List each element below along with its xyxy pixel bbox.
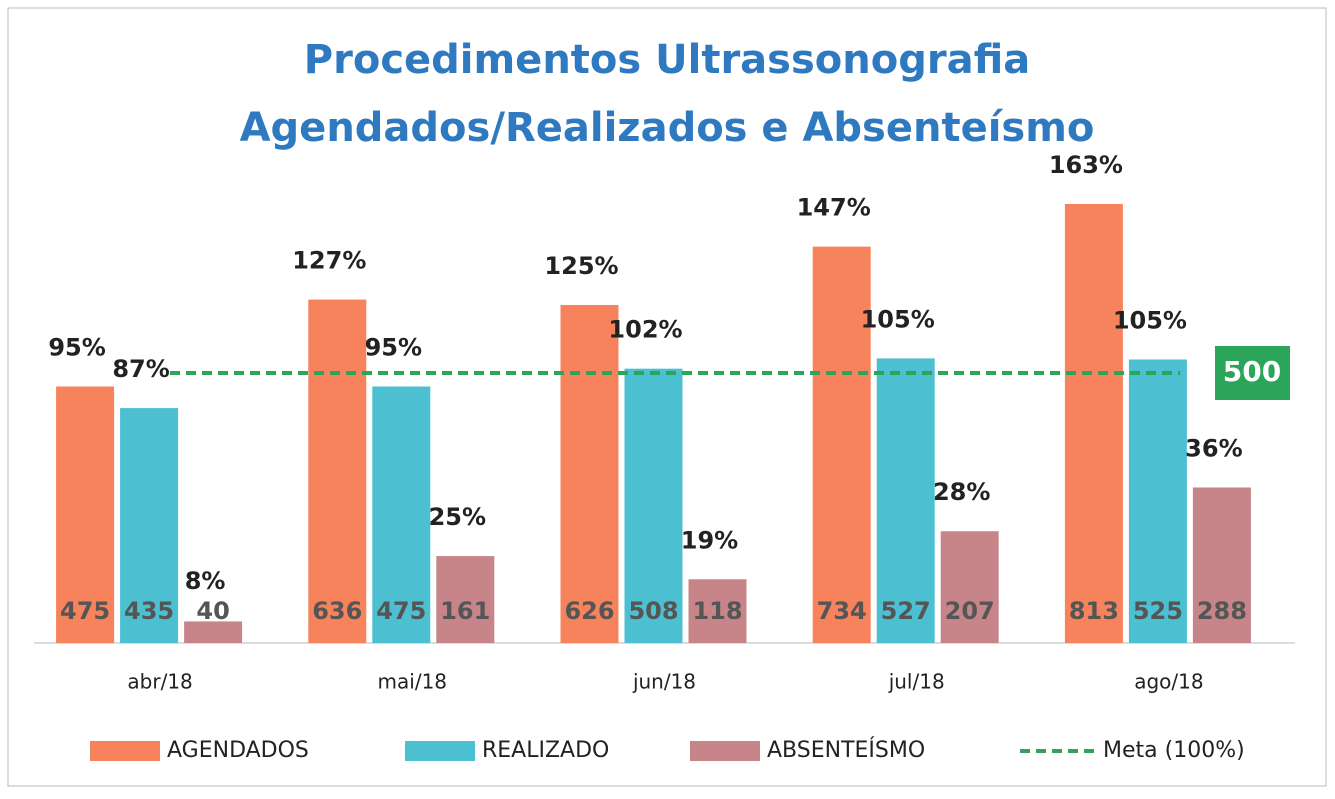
percent-label: 163% [1049,151,1123,179]
value-label: 527 [881,597,931,625]
bar [308,299,367,643]
value-label: 40 [196,597,229,625]
percent-label: 8% [185,567,226,595]
value-label: 118 [692,597,742,625]
legend-swatch [690,741,760,761]
legend-label: ABSENTEÍSMO [767,737,925,763]
bar [436,556,495,643]
value-label: 207 [945,597,995,625]
bar [184,621,243,643]
bar [624,368,683,643]
target-box [1215,346,1290,400]
percent-label: 95% [48,334,105,362]
bar [812,246,871,643]
value-label: 734 [817,597,867,625]
percent-label: 125% [544,252,618,280]
x-tick-label: abr/18 [127,670,192,694]
value-label: 288 [1197,597,1247,625]
x-tick-label: mai/18 [378,670,447,694]
percent-label: 87% [112,355,169,383]
bar [372,386,431,643]
bar [688,579,747,643]
x-tick-label: jul/18 [888,670,945,694]
value-label: 475 [376,597,426,625]
chart-title: Procedimentos Ultrassonografia [304,37,1030,83]
percent-label: 147% [797,194,871,222]
bar [1064,203,1123,644]
percent-label: 105% [861,305,935,333]
percent-label: 19% [681,526,738,554]
value-label: 475 [60,597,110,625]
value-label: 636 [312,597,362,625]
legend-swatch [405,741,475,761]
x-tick-label: jun/18 [632,670,696,694]
percent-label: 105% [1113,307,1187,335]
bar [56,386,115,643]
bar [120,408,179,643]
bar [940,531,999,643]
value-label: 508 [628,597,678,625]
value-label: 813 [1069,597,1119,625]
bar [1192,487,1251,643]
value-label: 161 [440,597,490,625]
percent-label: 102% [608,316,682,344]
legend-label: REALIZADO [482,738,609,763]
percent-label: 28% [933,478,990,506]
legend-label: AGENDADOS [167,738,309,763]
legend-label: Meta (100%) [1103,738,1245,763]
value-label: 626 [564,597,614,625]
percent-label: 36% [1185,434,1242,462]
value-label: 525 [1133,597,1183,625]
x-tick-label: ago/18 [1134,670,1203,694]
percent-label: 127% [292,247,366,275]
percent-label: 25% [429,503,486,531]
bar [876,358,935,643]
bar [560,304,619,643]
value-label: 435 [124,597,174,625]
target-label: 500 [1223,355,1281,388]
chart-title: Agendados/Realizados e Absenteísmo [240,105,1095,151]
percent-label: 95% [365,334,422,362]
legend-swatch [90,741,160,761]
bar [1128,359,1187,643]
